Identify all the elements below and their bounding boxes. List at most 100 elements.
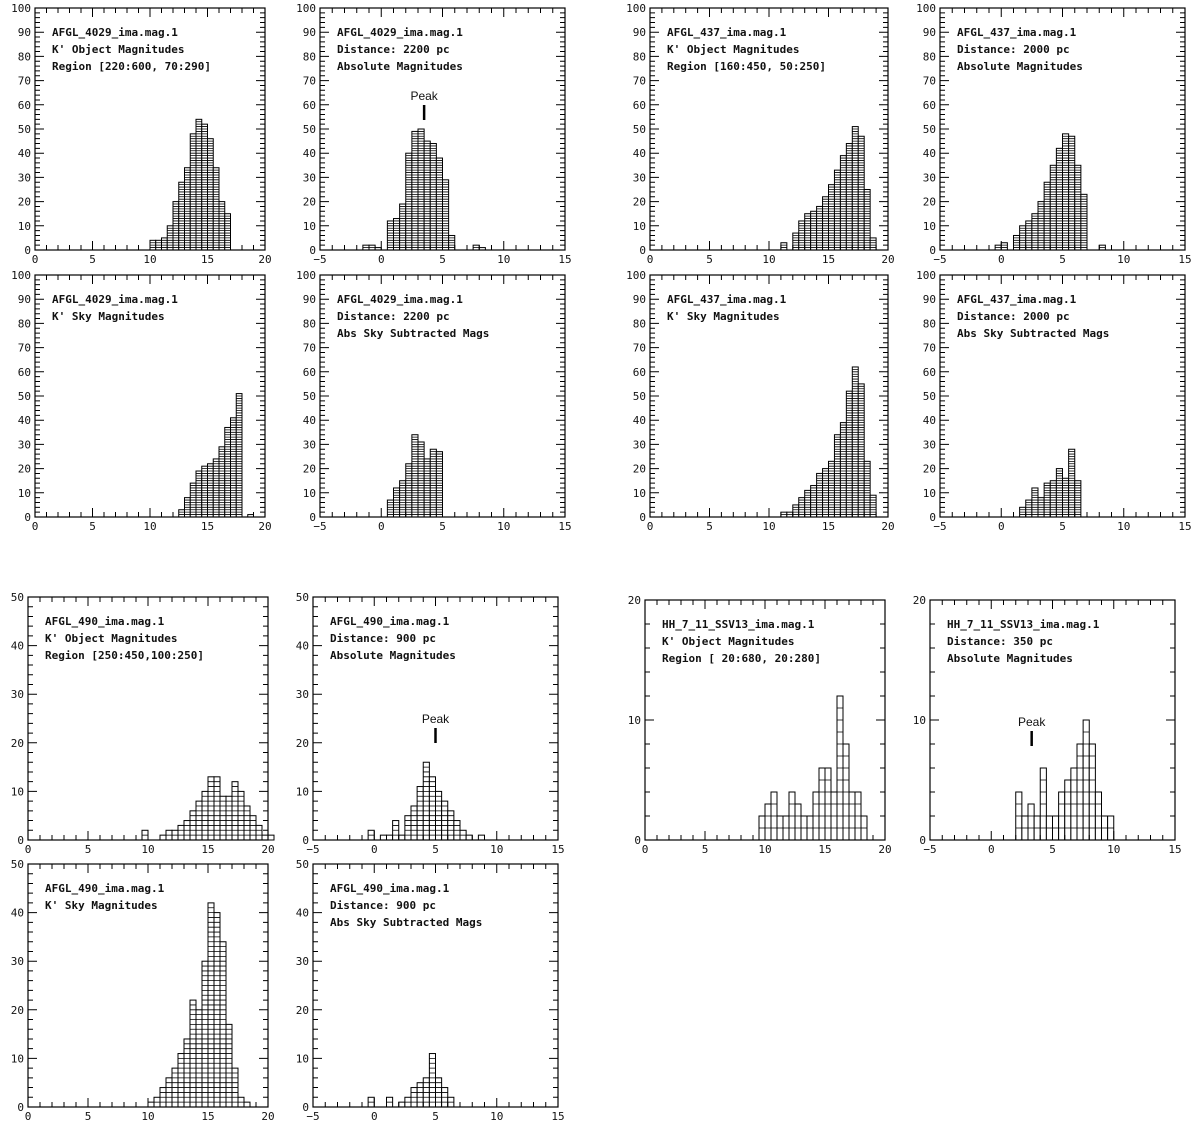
- histogram-bar: [218, 201, 226, 251]
- histogram-bar: [161, 237, 168, 251]
- y-tick-label: 10: [633, 487, 646, 500]
- histogram-bar: [1049, 164, 1057, 251]
- y-tick-label: 90: [303, 26, 316, 39]
- y-tick-label: 90: [633, 293, 646, 306]
- histogram-bar: [243, 1101, 251, 1108]
- y-tick-label: 40: [18, 147, 31, 160]
- y-tick-label: 80: [303, 50, 316, 63]
- y-tick-label: 40: [11, 907, 24, 920]
- x-tick-label: 0: [378, 253, 385, 266]
- y-tick-label: 70: [18, 342, 31, 355]
- x-tick-label: 20: [261, 843, 274, 856]
- axis-ticks: [34, 7, 266, 251]
- histogram-bar: [213, 776, 221, 841]
- histogram-bar: [830, 791, 838, 841]
- panel-annotation: HH_7_11_SSV13_ima.mag.1: [662, 618, 815, 631]
- histogram-bar: [1088, 743, 1096, 841]
- histogram-bar: [854, 791, 862, 841]
- x-tick-label: 0: [647, 520, 654, 533]
- y-tick-label: 40: [18, 414, 31, 427]
- histogram-bar: [428, 1053, 436, 1108]
- x-tick-label: 0: [988, 843, 995, 856]
- x-tick-label: 20: [881, 520, 894, 533]
- histogram-bar: [1013, 234, 1021, 251]
- histogram-bar: [207, 463, 214, 518]
- histogram-bar: [178, 181, 185, 251]
- histogram-bar: [379, 834, 387, 841]
- y-tick-label: 40: [296, 640, 309, 653]
- y-tick-label: 0: [919, 834, 926, 847]
- histogram-bar: [441, 800, 449, 841]
- histogram-bar: [189, 133, 197, 251]
- y-tick-label: 50: [296, 591, 309, 604]
- histogram-bar: [822, 468, 829, 518]
- histogram-bar: [435, 790, 443, 841]
- y-tick-label: 100: [916, 269, 936, 282]
- histogram-bar: [429, 448, 437, 518]
- panel-annotation: Absolute Magnitudes: [330, 649, 456, 662]
- y-tick-label: 20: [18, 196, 31, 209]
- y-tick-label: 60: [303, 366, 316, 379]
- panel-annotation: K' Sky Magnitudes: [52, 310, 165, 323]
- y-tick-label: 80: [633, 317, 646, 330]
- y-tick-label: 30: [923, 171, 936, 184]
- histogram-bar: [794, 803, 802, 841]
- y-tick-label: 70: [923, 75, 936, 88]
- histogram-bar: [477, 834, 485, 841]
- x-tick-label: 15: [201, 1110, 214, 1123]
- y-tick-label: 80: [18, 317, 31, 330]
- histogram-bar: [770, 791, 778, 841]
- y-tick-label: 100: [11, 269, 31, 282]
- histogram-bar: [792, 504, 800, 518]
- y-tick-label: 30: [296, 955, 309, 968]
- histogram-bar: [177, 824, 185, 841]
- panel-annotation: K' Sky Magnitudes: [667, 310, 780, 323]
- histogram-bar: [172, 201, 180, 251]
- panel-annotation: Region [ 20:680, 20:280]: [662, 652, 821, 665]
- x-tick-label: 10: [490, 843, 503, 856]
- y-tick-label: 10: [296, 1052, 309, 1065]
- axis-ticks: [649, 7, 889, 251]
- histogram-panel: −5 0 5 10 1501020304050AFGL_490_ima.mag.1Dis…: [296, 591, 565, 856]
- panel-annotation: HH_7_11_SSV13_ima.mag.1: [947, 618, 1100, 631]
- x-tick-label: 15: [1178, 253, 1191, 266]
- histogram-bar: [392, 820, 400, 841]
- x-tick-label: 10: [497, 253, 510, 266]
- histogram-bar: [780, 511, 788, 518]
- histogram-bar: [165, 1077, 173, 1108]
- y-tick-label: 30: [633, 171, 646, 184]
- y-tick-label: 20: [633, 463, 646, 476]
- histogram-bar: [839, 422, 847, 518]
- histogram-bar: [1031, 487, 1039, 518]
- y-tick-label: 30: [303, 171, 316, 184]
- panel-annotation: Distance: 2200 pc: [337, 310, 450, 323]
- y-tick-label: 10: [296, 785, 309, 798]
- y-tick-label: 70: [633, 75, 646, 88]
- y-tick-label: 50: [923, 390, 936, 403]
- y-tick-label: 60: [18, 99, 31, 112]
- x-tick-label: 15: [1178, 520, 1191, 533]
- y-tick-label: 100: [296, 269, 316, 282]
- y-tick-label: 0: [24, 511, 31, 524]
- histogram-bar: [195, 800, 203, 841]
- histogram-bar: [417, 128, 425, 251]
- histogram-bar: [758, 815, 766, 841]
- histogram-bar: [782, 815, 790, 841]
- histogram-bar: [1037, 497, 1045, 518]
- panel-annotation: AFGL_490_ima.mag.1: [330, 615, 450, 628]
- axis-ticks: [649, 274, 889, 518]
- histogram-bar: [442, 179, 450, 251]
- x-tick-label: 0: [25, 1110, 32, 1123]
- y-tick-label: 30: [11, 955, 24, 968]
- histogram-bar: [417, 441, 425, 518]
- x-tick-label: 5: [706, 253, 713, 266]
- histogram-bar: [405, 152, 413, 251]
- histogram-bar: [201, 465, 208, 518]
- histogram-bar: [195, 118, 203, 251]
- x-tick-label: 10: [143, 520, 156, 533]
- y-tick-label: 90: [923, 26, 936, 39]
- histogram-bar: [189, 482, 197, 518]
- histogram-bar: [189, 810, 197, 841]
- histogram-bar: [195, 470, 203, 518]
- histogram-bar: [1019, 506, 1027, 518]
